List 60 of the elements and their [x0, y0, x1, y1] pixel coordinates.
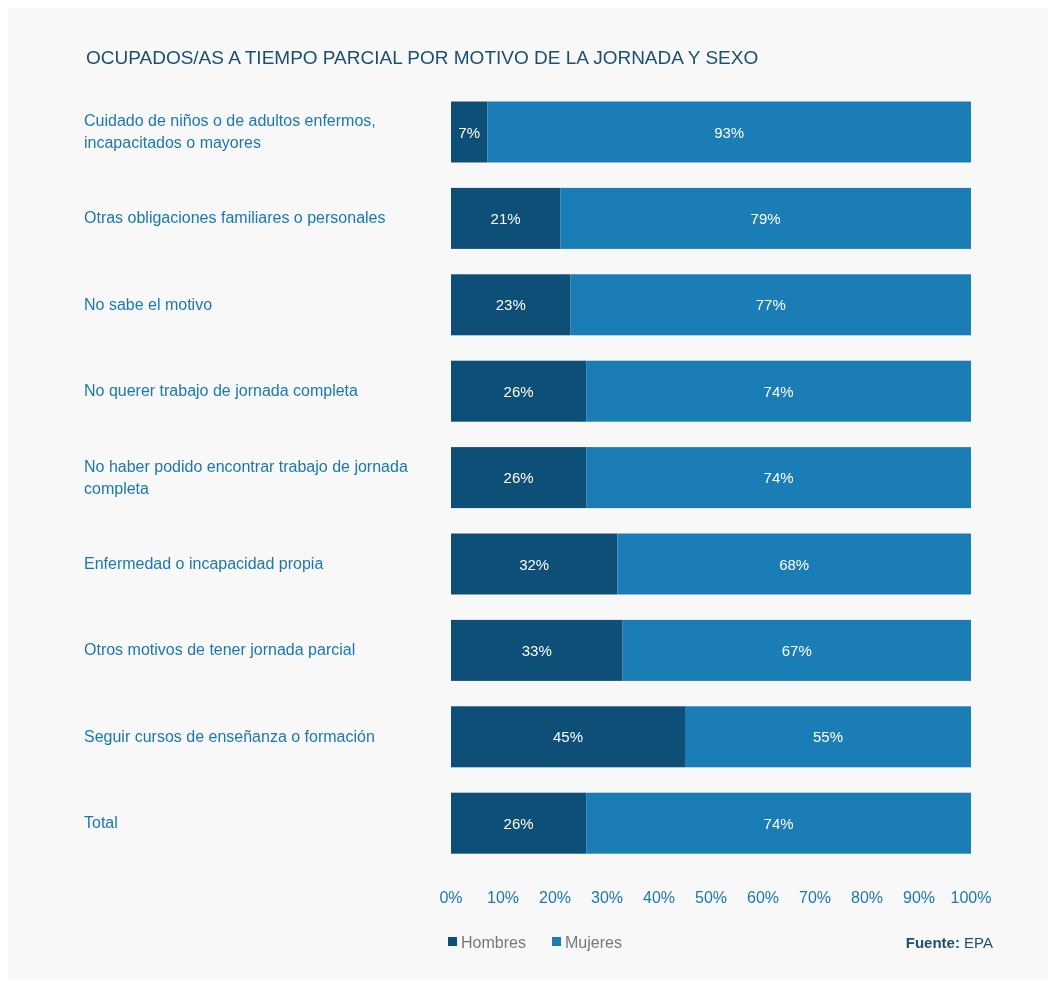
- bar: [487, 101, 971, 163]
- data-label: 74%: [763, 382, 794, 400]
- data-label: 68%: [779, 555, 810, 573]
- y-tick-label: Total: [84, 814, 118, 832]
- y-tick-label: Seguir cursos de enseñanza o formación: [84, 727, 375, 745]
- y-tick-label: No querer trabajo de jornada completa: [84, 382, 359, 400]
- x-tick-label: 70%: [798, 889, 832, 906]
- data-label: 7%: [458, 123, 481, 141]
- data-label: 23%: [495, 296, 526, 314]
- x-tick-label: 60%: [746, 889, 780, 906]
- x-tick-label: 30%: [590, 889, 624, 906]
- chart-title: OCUPADOS/AS A TIEMPO PARCIAL POR MOTIVO DE LA JORNADA Y SEXO: [86, 47, 759, 68]
- source-note: Fuente: EPA: [905, 934, 993, 951]
- bar: [451, 619, 623, 681]
- bar: [451, 706, 685, 768]
- x-tick-label: 90%: [902, 889, 936, 906]
- data-label: 74%: [763, 814, 794, 832]
- bar: [451, 533, 618, 595]
- bar: [586, 360, 971, 422]
- y-tick-label: Cuidado de niños o de adultos enfermos, incapacitados o mayores: [84, 112, 376, 151]
- data-label: 74%: [763, 469, 794, 487]
- data-label: 93%: [714, 123, 745, 141]
- data-label: 21%: [490, 209, 521, 227]
- bar: [451, 274, 571, 336]
- data-label: 26%: [503, 814, 534, 832]
- legend-label: Hombres: [461, 934, 526, 951]
- x-tick-label: 0%: [439, 889, 463, 906]
- bar: [451, 187, 561, 249]
- bar: [685, 706, 971, 768]
- data-label: 32%: [519, 555, 550, 573]
- bar: [622, 619, 971, 681]
- y-tick-label: No haber podido encontrar trabajo de jornada completa: [84, 457, 408, 497]
- bar: [586, 792, 971, 854]
- x-tick-label: 80%: [850, 889, 884, 906]
- x-tick-label: 40%: [642, 889, 676, 906]
- bar: [617, 533, 971, 595]
- y-tick-label: Otras obligaciones familiares o personales: [84, 209, 386, 227]
- y-tick-label: Otros motivos de tener jornada parcial: [84, 641, 356, 659]
- data-label: 67%: [781, 641, 812, 659]
- data-label: 45%: [552, 728, 584, 746]
- data-label: 26%: [503, 469, 534, 487]
- data-label: 77%: [755, 296, 786, 314]
- bar: [451, 792, 587, 854]
- bar: [570, 274, 971, 336]
- x-tick-label: 20%: [538, 889, 572, 906]
- legend-label: Mujeres: [565, 934, 622, 951]
- data-label: 79%: [750, 209, 781, 227]
- x-tick-label: 10%: [486, 889, 520, 906]
- bar: [451, 447, 587, 509]
- y-tick-label: Enfermedad o incapacidad propia: [84, 555, 324, 572]
- y-tick-label: No sabe el motivo: [84, 295, 213, 313]
- bar: [451, 360, 587, 422]
- bar: [451, 101, 488, 163]
- data-label: 55%: [812, 728, 844, 746]
- bar: [586, 447, 971, 509]
- x-tick-label: 50%: [694, 889, 728, 906]
- bar: [560, 187, 971, 249]
- x-tick-label: 100%: [950, 889, 992, 906]
- data-label: 33%: [521, 641, 552, 659]
- data-label: 26%: [503, 382, 534, 400]
